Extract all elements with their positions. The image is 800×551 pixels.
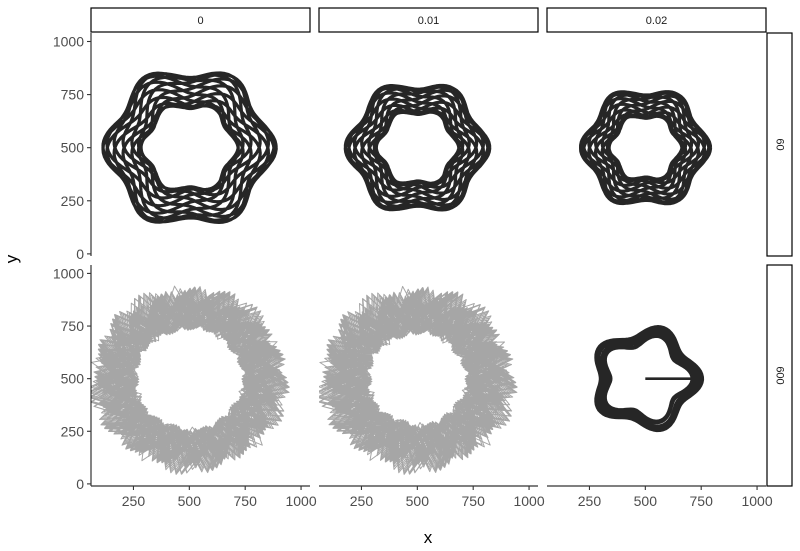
y-tick-label: 0 [76,246,84,262]
x-tick-label: 1000 [285,493,316,509]
trace-line [579,90,713,206]
y-tick-label: 1000 [53,33,84,49]
x-tick-label: 750 [234,493,258,509]
trace-line [91,285,290,475]
panels [91,71,713,475]
row-strips: 60 600 [766,32,793,487]
panel-0.01-600 [319,285,518,475]
trace-line [594,325,705,433]
y-tick-label: 250 [61,423,85,439]
panel-0.02-60 [579,90,713,206]
x-tick-label: 500 [178,493,202,509]
column-strips: 0 0.01 0.02 [90,7,767,33]
trace-line [319,285,518,475]
strip-label-col-0: 0 [197,15,203,27]
trace-line [101,71,278,224]
y-axes: 0 250 500 750 1000 0 250 500 750 1000 [53,33,92,492]
x-tick-label: 250 [350,493,374,509]
panel-0-600 [91,285,290,475]
y-axis-title: y [2,254,21,263]
x-axis-title: x [424,528,433,547]
x-tick-label: 750 [690,493,714,509]
strip-label-col-1: 0.01 [418,15,439,27]
x-tick-label: 250 [578,493,602,509]
panel-0.02-600 [594,325,705,433]
panel-0-60 [101,71,278,224]
x-tick-label: 500 [634,493,658,509]
x-tick-label: 500 [406,493,430,509]
y-tick-label: 250 [61,193,85,209]
x-axes: 250 500 750 1000 250 500 750 1000 250 500 750 1000 [91,485,773,509]
x-tick-label: 250 [122,493,146,509]
y-tick-label: 500 [61,371,85,387]
panel-0.01-60 [343,83,492,212]
y-tick-label: 750 [61,87,85,103]
x-tick-label: 750 [462,493,486,509]
x-tick-label: 1000 [741,493,772,509]
strip-label-col-2: 0.02 [646,15,667,27]
strip-label-row-0: 60 [774,138,786,150]
strip-label-row-1: 600 [774,366,786,384]
trace-line [343,83,492,212]
y-tick-label: 0 [76,476,84,492]
y-tick-label: 1000 [53,265,84,281]
y-tick-label: 500 [61,140,85,156]
x-tick-label: 1000 [513,493,544,509]
y-tick-label: 750 [61,318,85,334]
